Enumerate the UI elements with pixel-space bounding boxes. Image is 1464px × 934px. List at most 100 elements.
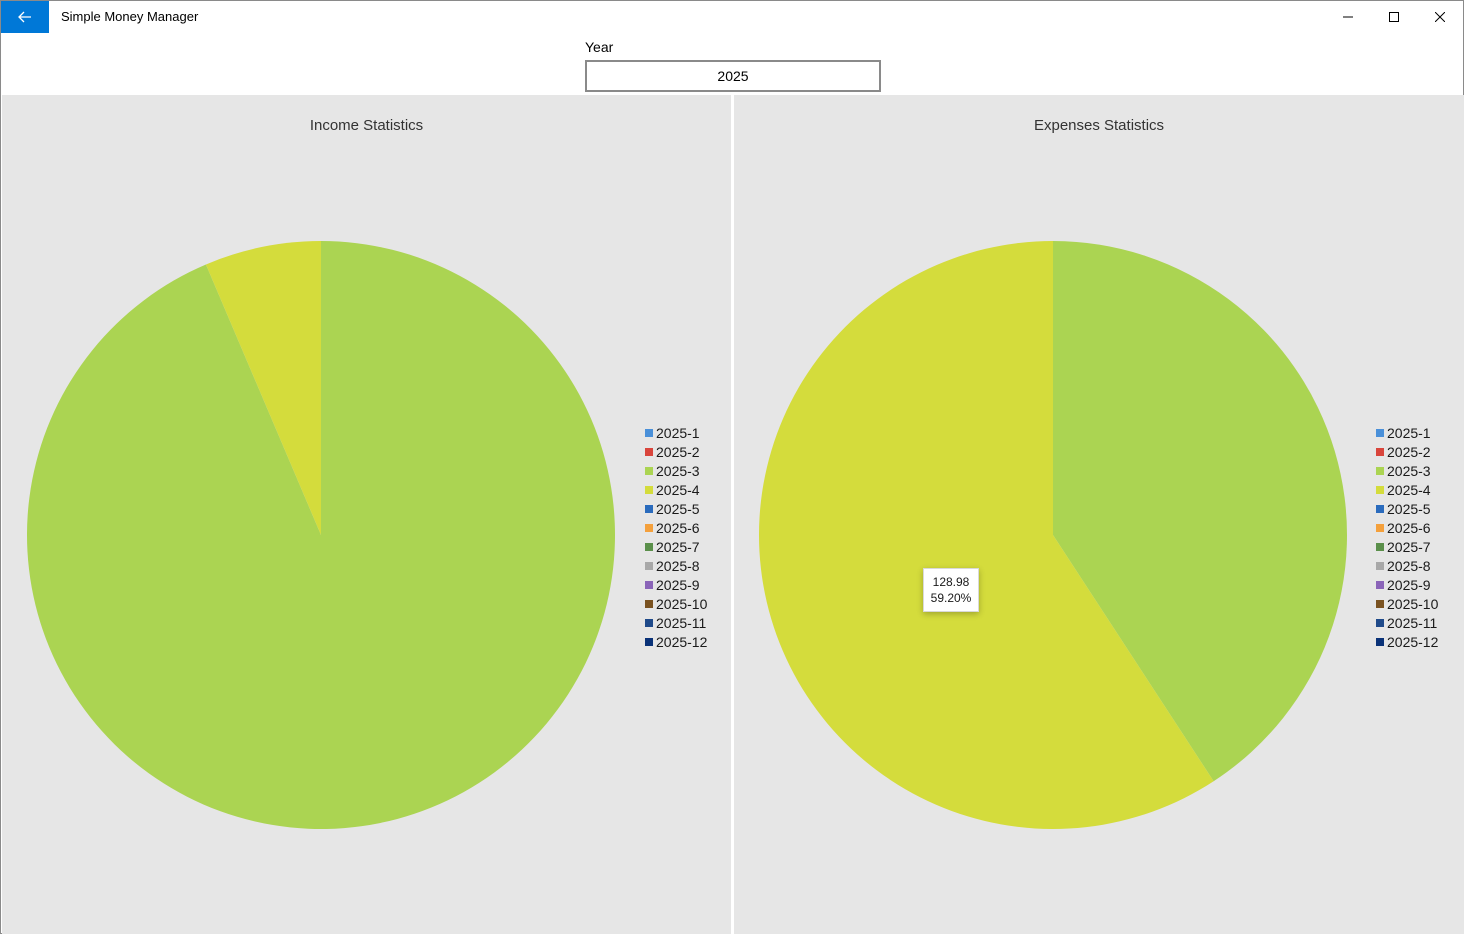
- legend-swatch: [1376, 637, 1384, 646]
- legend-swatch: [645, 523, 653, 532]
- legend-label: 2025-7: [1387, 538, 1431, 555]
- legend-item: 2025-7: [1376, 537, 1438, 556]
- title-bar: Simple Money Manager: [1, 1, 1463, 33]
- legend-label: 2025-10: [656, 595, 708, 612]
- legend-label: 2025-1: [656, 424, 700, 441]
- legend-swatch: [645, 466, 653, 475]
- legend-label: 2025-6: [656, 519, 700, 536]
- legend-label: 2025-9: [1387, 576, 1431, 593]
- minimize-button[interactable]: [1325, 1, 1371, 33]
- year-input[interactable]: [585, 60, 881, 92]
- pie-slice-2025-3[interactable]: [27, 241, 616, 830]
- legend-item: 2025-9: [1376, 575, 1438, 594]
- tooltip-percent: 59.20%: [930, 591, 972, 605]
- legend-swatch: [645, 485, 653, 494]
- back-button[interactable]: [1, 1, 49, 33]
- legend-item: 2025-2: [1376, 442, 1438, 461]
- legend-swatch: [645, 637, 653, 646]
- legend-label: 2025-10: [1387, 595, 1439, 612]
- legend-label: 2025-2: [656, 443, 700, 460]
- legend-swatch: [645, 542, 653, 551]
- expenses-chart-panel: Expenses Statistics 2025-1 2025-2 2025-3 20…: [734, 95, 1464, 934]
- legend-item: 2025-5: [645, 499, 707, 518]
- income-chart-panel: Income Statistics 2025-1 2025-2 2025-3 2025…: [2, 95, 731, 934]
- legend-swatch: [1376, 447, 1384, 456]
- legend-swatch: [645, 428, 653, 437]
- back-arrow-icon: [18, 11, 31, 23]
- legend-swatch: [645, 618, 653, 627]
- legend-item: 2025-12: [645, 632, 707, 651]
- legend-swatch: [1376, 599, 1384, 608]
- legend-swatch: [1376, 542, 1384, 551]
- legend-label: 2025-3: [656, 462, 700, 479]
- legend-item: 2025-2: [645, 442, 707, 461]
- legend-item: 2025-10: [1376, 594, 1438, 613]
- legend-item: 2025-5: [1376, 499, 1438, 518]
- legend-swatch: [1376, 618, 1384, 627]
- pie-slice-2025-4[interactable]: [205, 241, 321, 535]
- maximize-button[interactable]: [1371, 1, 1417, 33]
- income-pie-chart: [27, 241, 616, 830]
- legend-label: 2025-8: [1387, 557, 1431, 574]
- legend-label: 2025-11: [1387, 614, 1438, 631]
- legend-swatch: [645, 447, 653, 456]
- legend-item: 2025-11: [1376, 613, 1438, 632]
- legend-label: 2025-6: [1387, 519, 1431, 536]
- pie-slice-2025-4[interactable]: [758, 241, 1214, 829]
- legend-item: 2025-9: [645, 575, 707, 594]
- legend-label: 2025-11: [656, 614, 707, 631]
- income-chart-title: Income Statistics: [309, 117, 424, 134]
- legend-label: 2025-5: [1387, 500, 1431, 517]
- legend-item: 2025-1: [1376, 423, 1438, 442]
- legend-label: 2025-5: [656, 500, 700, 517]
- legend-swatch: [1376, 580, 1384, 589]
- legend-label: 2025-12: [656, 633, 708, 650]
- pie-slice-2025-3[interactable]: [1053, 241, 1347, 782]
- legend-swatch: [645, 504, 653, 513]
- legend-label: 2025-7: [656, 538, 700, 555]
- legend-swatch: [1376, 523, 1384, 532]
- legend-swatch: [645, 580, 653, 589]
- legend-item: 2025-3: [645, 461, 707, 480]
- legend-label: 2025-3: [1387, 462, 1431, 479]
- legend-item: 2025-8: [1376, 556, 1438, 575]
- legend-item: 2025-4: [1376, 480, 1438, 499]
- legend-item: 2025-1: [645, 423, 707, 442]
- legend-swatch: [1376, 466, 1384, 475]
- maximize-icon: [1389, 12, 1399, 22]
- minimize-icon: [1343, 16, 1353, 18]
- legend-item: 2025-10: [645, 594, 707, 613]
- app-title: Simple Money Manager: [61, 9, 199, 24]
- panel-divider: [731, 95, 734, 934]
- legend-item: 2025-4: [645, 480, 707, 499]
- legend-item: 2025-6: [645, 518, 707, 537]
- expenses-legend: 2025-1 2025-2 2025-3 2025-4 2025-5 2025-6 2025…: [1376, 423, 1438, 651]
- legend-swatch: [1376, 485, 1384, 494]
- legend-item: 2025-6: [1376, 518, 1438, 537]
- chart-tooltip: 128.98 59.20%: [923, 568, 979, 612]
- legend-label: 2025-2: [1387, 443, 1431, 460]
- expenses-pie-chart: [758, 241, 1347, 829]
- legend-swatch: [645, 599, 653, 608]
- legend-label: 2025-1: [1387, 424, 1431, 441]
- close-button[interactable]: [1417, 1, 1463, 33]
- legend-item: 2025-11: [645, 613, 707, 632]
- legend-label: 2025-4: [1387, 481, 1431, 498]
- legend-item: 2025-7: [645, 537, 707, 556]
- legend-label: 2025-9: [656, 576, 700, 593]
- legend-item: 2025-3: [1376, 461, 1438, 480]
- legend-swatch: [1376, 504, 1384, 513]
- legend-swatch: [1376, 428, 1384, 437]
- legend-swatch: [645, 561, 653, 570]
- year-label: Year: [585, 39, 614, 55]
- close-icon: [1435, 12, 1445, 22]
- expenses-chart-title: Expenses Statistics: [1033, 117, 1165, 134]
- income-legend: 2025-1 2025-2 2025-3 2025-4 2025-5 2025-6 2025…: [645, 423, 707, 651]
- tooltip-value: 128.98: [932, 575, 970, 589]
- legend-label: 2025-12: [1387, 633, 1439, 650]
- legend-swatch: [1376, 561, 1384, 570]
- legend-label: 2025-8: [656, 557, 700, 574]
- legend-label: 2025-4: [656, 481, 700, 498]
- legend-item: 2025-8: [645, 556, 707, 575]
